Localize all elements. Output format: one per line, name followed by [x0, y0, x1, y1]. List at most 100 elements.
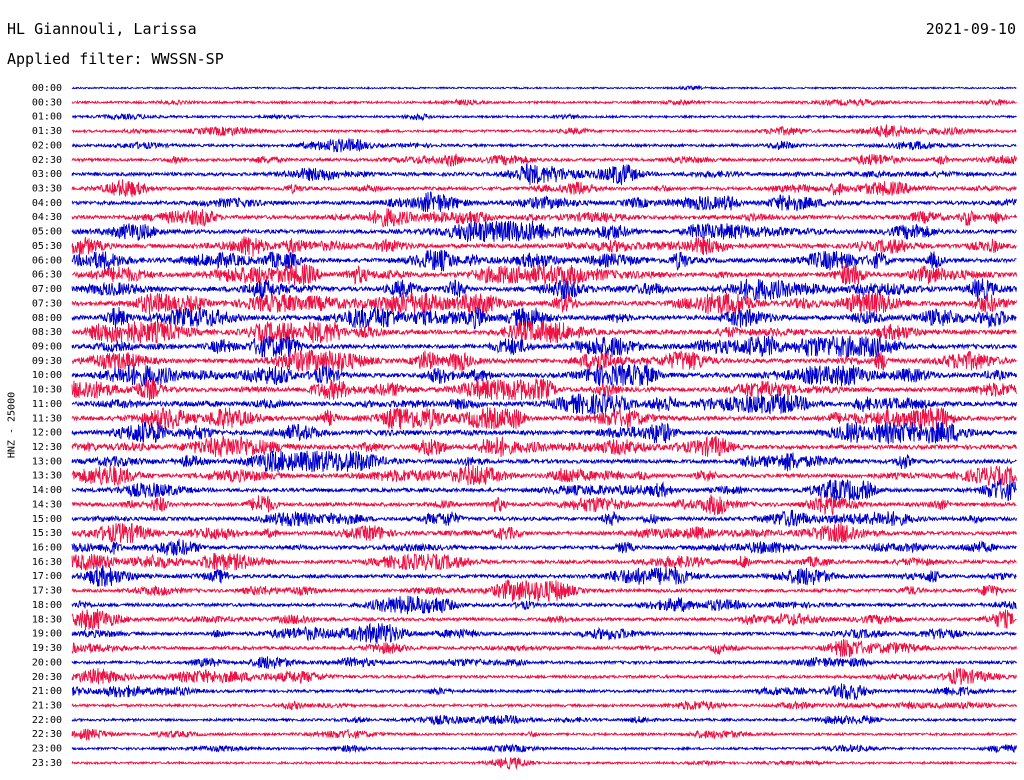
tick-label-1800: 18:00 — [32, 600, 62, 611]
tick-label-0300: 03:00 — [32, 169, 62, 180]
tick-label-0400: 04:00 — [32, 198, 62, 209]
trace-0000 — [71, 84, 1017, 91]
trace-1500 — [71, 509, 1017, 527]
trace-0730 — [71, 292, 1017, 315]
trace-2230 — [71, 728, 1017, 742]
trace-1100 — [71, 393, 1017, 415]
tick-label-1430: 14:30 — [32, 499, 62, 510]
trace-2330 — [71, 756, 1017, 770]
trace-0800 — [71, 306, 1017, 330]
trace-1730 — [71, 579, 1017, 603]
tick-label-2000: 20:00 — [32, 657, 62, 668]
trace-0500 — [71, 220, 1017, 243]
trace-2130 — [71, 699, 1017, 711]
tick-label-1330: 13:30 — [32, 471, 62, 482]
tick-label-2130: 21:30 — [32, 700, 62, 711]
trace-1000 — [71, 363, 1017, 387]
trace-0700 — [71, 278, 1017, 302]
tick-label-0230: 02:30 — [32, 155, 62, 166]
trace-0330 — [71, 179, 1017, 198]
trace-1930 — [71, 639, 1017, 658]
tick-label-1930: 19:30 — [32, 643, 62, 654]
trace-0130 — [71, 124, 1017, 138]
trace-0900 — [71, 334, 1017, 359]
tick-label-1400: 14:00 — [32, 485, 62, 496]
tick-label-1630: 16:30 — [32, 557, 62, 568]
trace-0430 — [71, 208, 1017, 228]
tick-label-2200: 22:00 — [32, 715, 62, 726]
tick-label-0830: 08:30 — [32, 327, 62, 338]
tick-label-1130: 11:30 — [32, 413, 62, 424]
tick-label-0930: 09:30 — [32, 356, 62, 367]
tick-label-1730: 17:30 — [32, 586, 62, 597]
tick-label-1030: 10:30 — [32, 385, 62, 396]
trace-2000 — [71, 656, 1017, 670]
trace-0630 — [72, 263, 1017, 286]
trace-0530 — [71, 236, 1017, 257]
trace-2300 — [71, 743, 1017, 754]
tick-label-0700: 07:00 — [32, 284, 62, 295]
tick-label-0100: 01:00 — [32, 112, 62, 123]
tick-label-1830: 18:30 — [32, 614, 62, 625]
tick-label-2100: 21:00 — [32, 686, 62, 697]
tick-label-1200: 12:00 — [32, 428, 62, 439]
tick-label-1530: 15:30 — [32, 528, 62, 539]
trace-0400 — [71, 191, 1017, 213]
trace-1330 — [71, 465, 1017, 487]
trace-2030 — [71, 667, 1017, 686]
trace-1230 — [71, 435, 1017, 458]
tick-label-0530: 05:30 — [32, 241, 62, 252]
trace-0200 — [71, 137, 1017, 153]
tick-label-0730: 07:30 — [32, 298, 62, 309]
tick-label-1300: 13:00 — [32, 456, 62, 467]
trace-1530 — [71, 522, 1017, 544]
tick-label-1900: 19:00 — [32, 629, 62, 640]
trace-0030 — [71, 97, 1017, 107]
trace-1130 — [71, 406, 1017, 430]
tick-label-0330: 03:30 — [32, 184, 62, 195]
tick-label-0900: 09:00 — [32, 341, 62, 352]
trace-1400 — [71, 478, 1017, 502]
tick-label-1700: 17:00 — [32, 571, 62, 582]
trace-1700 — [71, 565, 1017, 588]
tick-label-1230: 12:30 — [32, 442, 62, 453]
tick-label-0200: 02:00 — [32, 140, 62, 151]
trace-0600 — [71, 249, 1017, 272]
tick-label-0500: 05:00 — [32, 227, 62, 238]
date-label: 2021-09-10 — [925, 20, 1016, 38]
station-title: HL Giannouli, Larissa — [7, 20, 197, 38]
trace-1300 — [71, 450, 1017, 473]
trace-1200 — [71, 421, 1017, 445]
trace-0100 — [72, 112, 1017, 122]
trace-0830 — [71, 320, 1017, 344]
tick-label-0130: 01:30 — [32, 126, 62, 137]
trace-1630 — [71, 552, 1017, 572]
tick-label-1500: 15:00 — [32, 514, 62, 525]
trace-0930 — [72, 349, 1017, 373]
tick-label-1600: 16:00 — [32, 543, 62, 554]
trace-2200 — [71, 714, 1017, 726]
tick-label-2330: 23:30 — [32, 758, 62, 769]
trace-1830 — [71, 608, 1017, 631]
tick-label-0430: 04:30 — [32, 212, 62, 223]
tick-label-2030: 20:30 — [32, 672, 62, 683]
tick-label-0030: 00:30 — [32, 97, 62, 108]
tick-label-0800: 08:00 — [32, 313, 62, 324]
trace-1900 — [71, 622, 1017, 644]
trace-1030 — [71, 378, 1017, 401]
tick-label-1000: 10:00 — [32, 370, 62, 381]
trace-2100 — [71, 683, 1017, 701]
filter-label: Applied filter: WWSSN-SP — [7, 50, 224, 68]
trace-1430 — [71, 493, 1017, 517]
tick-label-2230: 22:30 — [32, 729, 62, 740]
trace-1800 — [71, 595, 1017, 615]
trace-0300 — [71, 163, 1017, 186]
trace-0230 — [71, 153, 1017, 168]
tick-label-0630: 06:30 — [32, 270, 62, 281]
tick-label-1100: 11:00 — [32, 399, 62, 410]
tick-label-0600: 06:00 — [32, 255, 62, 266]
tick-label-2300: 23:00 — [32, 744, 62, 755]
tick-label-0000: 00:00 — [32, 83, 62, 94]
trace-1600 — [71, 538, 1017, 556]
